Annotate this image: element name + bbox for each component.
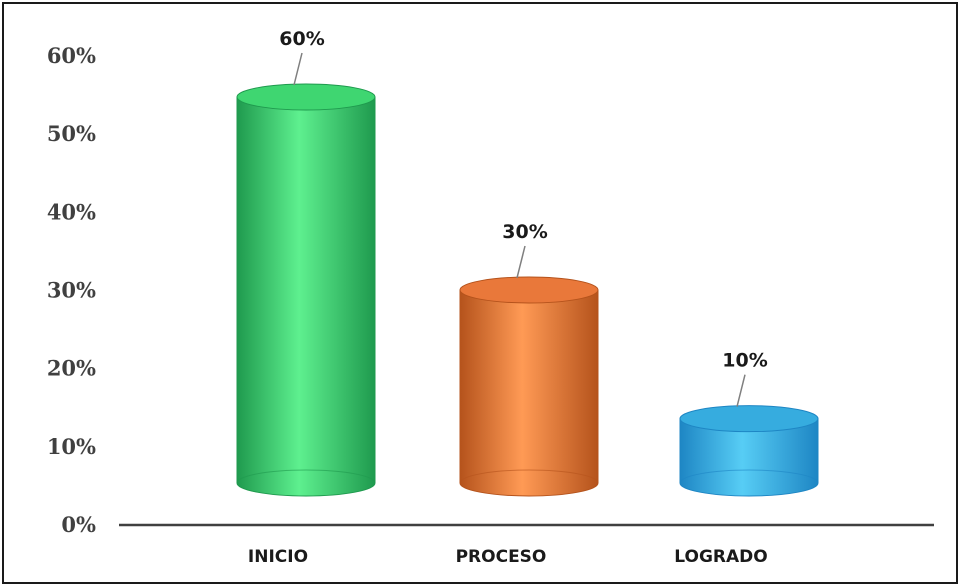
y-tick-label: 0%	[61, 512, 96, 537]
y-tick-label: 40%	[47, 199, 96, 224]
bar-base-edge	[236, 469, 376, 484]
data-label-leader	[516, 245, 526, 279]
y-tick-label: 10%	[47, 434, 96, 459]
bar-base-edge	[459, 469, 599, 484]
bar-inicio	[236, 83, 376, 497]
bar-body	[679, 418, 819, 497]
cylinder-bar-chart: 0% 10% 20% 30% 40% 50% 60% INICIO PROCESO LOGRAD…	[47, 28, 934, 567]
x-axis: INICIO PROCESO LOGRADO	[248, 547, 768, 567]
bar-logrado	[679, 405, 819, 497]
bar-proceso	[459, 276, 599, 497]
x-tick-label: PROCESO	[456, 547, 547, 567]
x-tick-label: LOGRADO	[674, 547, 767, 567]
bar-top	[236, 83, 376, 111]
x-tick-label: INICIO	[248, 547, 308, 567]
bar-body	[236, 96, 376, 497]
y-tick-label: 60%	[47, 43, 96, 68]
bar-top	[459, 276, 599, 304]
y-axis: 0% 10% 20% 30% 40% 50% 60%	[47, 43, 96, 537]
data-label: 10%	[722, 350, 767, 372]
data-label-leader	[736, 374, 746, 407]
y-tick-label: 30%	[47, 278, 96, 303]
bar-body	[459, 289, 599, 497]
bar-base-edge	[679, 469, 819, 484]
y-tick-label: 20%	[47, 356, 96, 381]
y-tick-label: 50%	[47, 121, 96, 146]
data-label-leader	[293, 52, 303, 86]
bars	[236, 83, 819, 497]
bar-top	[679, 405, 819, 433]
data-labels: 60% 30% 10%	[279, 28, 768, 407]
data-label: 60%	[279, 28, 324, 50]
data-label: 30%	[502, 221, 547, 243]
